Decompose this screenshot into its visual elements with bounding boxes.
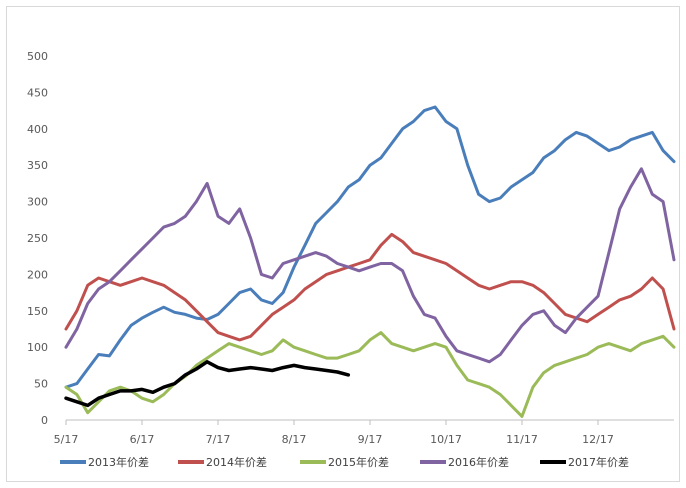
y-tick-label: 250 bbox=[27, 232, 48, 245]
x-tick-label: 6/17 bbox=[130, 433, 155, 446]
x-tick-label: 8/17 bbox=[282, 433, 307, 446]
series-line-2016年价差 bbox=[64, 167, 676, 364]
x-tick-label: 5/17 bbox=[54, 433, 79, 446]
y-tick-label: 350 bbox=[27, 159, 48, 172]
y-tick-label: 300 bbox=[27, 196, 48, 209]
y-tick-label: 200 bbox=[27, 268, 48, 281]
chart-frame bbox=[6, 6, 680, 482]
series-line-2014年价差 bbox=[64, 232, 676, 342]
legend-label: 2017年价差 bbox=[568, 455, 629, 469]
legend-label: 2013年价差 bbox=[88, 455, 149, 469]
x-tick-label: 11/17 bbox=[506, 433, 538, 446]
x-tick-label: 12/17 bbox=[582, 433, 614, 446]
series-line-2013年价差 bbox=[64, 105, 676, 389]
x-tick-label: 9/17 bbox=[358, 433, 383, 446]
x-tick-label: 10/17 bbox=[430, 433, 462, 446]
series-line-2017年价差 bbox=[64, 360, 351, 408]
y-tick-label: 400 bbox=[27, 123, 48, 136]
y-tick-label: 500 bbox=[27, 50, 48, 63]
y-tick-label: 150 bbox=[27, 305, 48, 318]
series-line-2015年价差 bbox=[64, 331, 676, 418]
y-tick-label: 100 bbox=[27, 341, 48, 354]
y-tick-label: 50 bbox=[34, 378, 48, 391]
legend-label: 2015年价差 bbox=[328, 455, 389, 469]
y-tick-label: 0 bbox=[41, 414, 48, 427]
y-tick-label: 450 bbox=[27, 86, 48, 99]
legend-label: 2016年价差 bbox=[448, 455, 509, 469]
legend-label: 2014年价差 bbox=[206, 455, 267, 469]
x-tick-label: 7/17 bbox=[206, 433, 231, 446]
